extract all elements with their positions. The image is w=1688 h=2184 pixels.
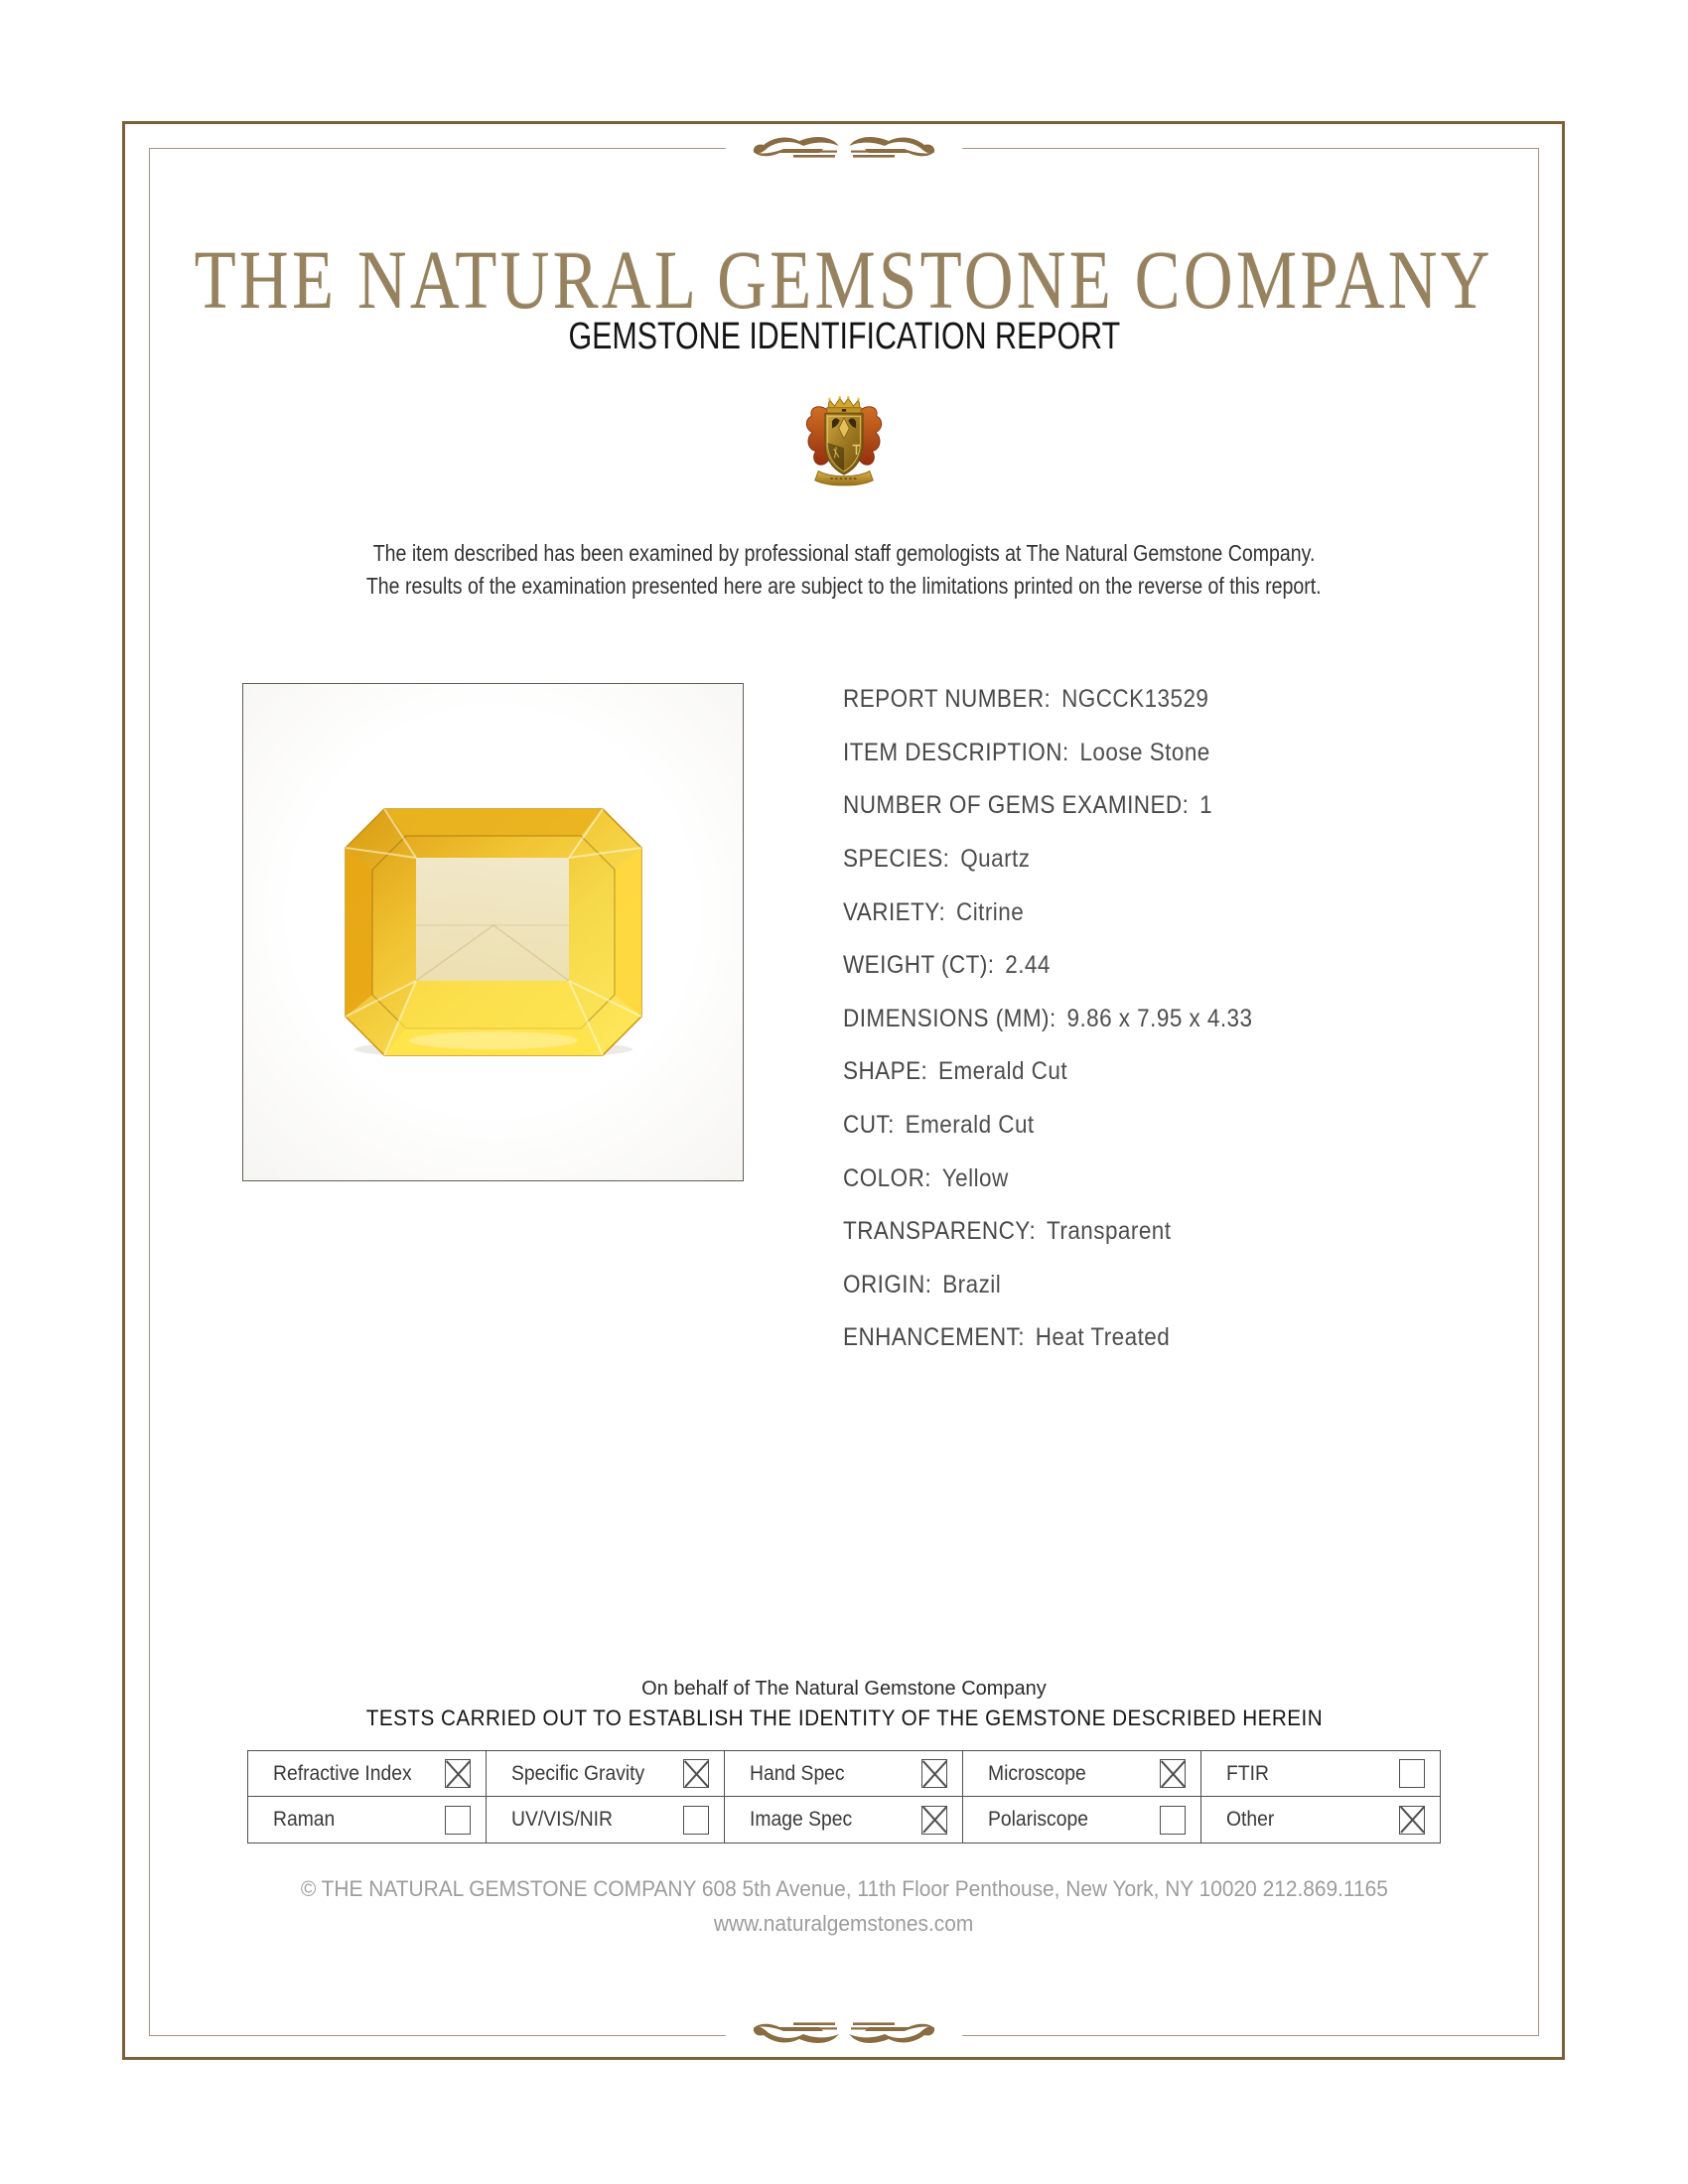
field-color: COLOR: Yellow bbox=[843, 1152, 1252, 1205]
test-label: Raman bbox=[273, 1808, 336, 1831]
checkbox-ftir bbox=[1399, 1759, 1425, 1788]
field-value: 9.86 x 7.95 x 4.33 bbox=[1066, 1004, 1253, 1032]
field-value: NGCCK13529 bbox=[1061, 685, 1209, 714]
scroll-flourish-icon bbox=[726, 2019, 962, 2047]
test-label: Refractive Index bbox=[273, 1761, 412, 1785]
field-report-number: REPORT NUMBER: NGCCK13529 bbox=[843, 673, 1252, 727]
field-label: NUMBER OF GEMS EXAMINED: bbox=[843, 791, 1190, 820]
field-item-description: ITEM DESCRIPTION: Loose Stone bbox=[843, 727, 1252, 780]
field-cut: CUT: Emerald Cut bbox=[843, 1099, 1252, 1153]
test-cell-other: Other bbox=[1201, 1797, 1440, 1843]
top-divider bbox=[0, 133, 1688, 161]
field-value: Loose Stone bbox=[1079, 738, 1210, 766]
field-value: 1 bbox=[1199, 791, 1213, 820]
field-weight: WEIGHT (CT): 2.44 bbox=[843, 939, 1252, 993]
field-shape: SHAPE: Emerald Cut bbox=[843, 1045, 1252, 1099]
field-species: SPECIES: Quartz bbox=[843, 833, 1252, 887]
checkbox-hand-spec bbox=[921, 1759, 947, 1788]
on-behalf-line: On behalf of The Natural Gemstone Compan… bbox=[641, 1678, 1047, 1700]
field-label: VARIETY: bbox=[843, 897, 946, 926]
test-label: Microscope bbox=[988, 1761, 1086, 1785]
field-label: ORIGIN: bbox=[843, 1270, 932, 1298]
test-label: Specific Gravity bbox=[511, 1761, 645, 1785]
gemstone-photo bbox=[242, 683, 744, 1181]
intro-line-2: The results of the examination presented… bbox=[366, 573, 1322, 599]
test-cell-raman: Raman bbox=[248, 1797, 487, 1843]
test-cell-refractive-index: Refractive Index bbox=[248, 1751, 487, 1797]
checkbox-raman bbox=[445, 1805, 471, 1835]
field-label: ITEM DESCRIPTION: bbox=[843, 738, 1069, 766]
report-details-list: REPORT NUMBER: NGCCK13529 ITEM DESCRIPTIO… bbox=[843, 673, 1298, 1365]
field-label: SPECIES: bbox=[843, 845, 950, 874]
test-cell-specific-gravity: Specific Gravity bbox=[487, 1751, 725, 1797]
test-cell-microscope: Microscope bbox=[963, 1751, 1201, 1797]
field-transparency: TRANSPARENCY: Transparent bbox=[843, 1205, 1252, 1259]
field-value: 2.44 bbox=[1005, 951, 1051, 980]
intro-paragraph: The item described has been examined by … bbox=[0, 537, 1688, 603]
checkbox-uv-vis-nir bbox=[683, 1805, 709, 1835]
tests-heading: TESTS CARRIED OUT TO ESTABLISH THE IDENT… bbox=[365, 1706, 1323, 1730]
scroll-flourish-icon bbox=[726, 133, 962, 161]
field-variety: VARIETY: Citrine bbox=[843, 886, 1252, 939]
checkbox-refractive-index bbox=[445, 1759, 471, 1788]
report-type-title: GEMSTONE IDENTIFICATION REPORT bbox=[568, 316, 1120, 357]
footer-address: © THE NATURAL GEMSTONE COMPANY 608 5th A… bbox=[300, 1876, 1388, 1901]
field-number-of-gems: NUMBER OF GEMS EXAMINED: 1 bbox=[843, 779, 1252, 833]
tests-table: Refractive Index Specific Gravity Hand S… bbox=[247, 1750, 1441, 1843]
test-label: Polariscope bbox=[988, 1808, 1088, 1831]
field-label: TRANSPARENCY: bbox=[843, 1217, 1037, 1246]
field-origin: ORIGIN: Brazil bbox=[843, 1259, 1252, 1312]
company-crest-icon bbox=[0, 395, 1688, 490]
field-value: Heat Treated bbox=[1035, 1323, 1171, 1352]
footer-website: www.naturalgemstones.com bbox=[714, 1911, 974, 1936]
checkbox-image-spec bbox=[921, 1805, 947, 1835]
field-label: COLOR: bbox=[843, 1163, 931, 1192]
checkbox-polariscope bbox=[1160, 1805, 1186, 1835]
field-label: ENHANCEMENT: bbox=[843, 1323, 1025, 1352]
field-label: SHAPE: bbox=[843, 1057, 928, 1086]
test-label: UV/VIS/NIR bbox=[511, 1808, 613, 1831]
test-label: Hand Spec bbox=[750, 1761, 845, 1785]
checkbox-microscope bbox=[1160, 1759, 1186, 1788]
field-label: CUT: bbox=[843, 1111, 895, 1140]
field-label: DIMENSIONS (MM): bbox=[843, 1004, 1056, 1032]
company-name: THE NATURAL GEMSTONE COMPANY bbox=[194, 234, 1494, 327]
field-label: REPORT NUMBER: bbox=[843, 685, 1052, 714]
field-value: Brazil bbox=[942, 1270, 1002, 1298]
outer-border-frame bbox=[122, 121, 1565, 2060]
test-label: Image Spec bbox=[750, 1808, 853, 1831]
field-value: Emerald Cut bbox=[938, 1057, 1068, 1086]
test-label: FTIR bbox=[1226, 1761, 1269, 1785]
field-value: Emerald Cut bbox=[905, 1111, 1035, 1140]
test-cell-polariscope: Polariscope bbox=[963, 1797, 1201, 1843]
field-value: Yellow bbox=[941, 1163, 1009, 1192]
field-value: Quartz bbox=[960, 845, 1031, 874]
checkbox-other bbox=[1399, 1805, 1425, 1835]
field-enhancement: ENHANCEMENT: Heat Treated bbox=[843, 1311, 1252, 1365]
test-label: Other bbox=[1226, 1808, 1275, 1831]
test-cell-hand-spec: Hand Spec bbox=[725, 1751, 963, 1797]
citrine-gem-icon bbox=[344, 808, 642, 1056]
test-cell-ftir: FTIR bbox=[1201, 1751, 1440, 1797]
field-value: Transparent bbox=[1047, 1217, 1172, 1246]
bottom-divider bbox=[0, 2019, 1688, 2047]
field-label: WEIGHT (CT): bbox=[843, 951, 995, 980]
test-cell-uv-vis-nir: UV/VIS/NIR bbox=[487, 1797, 725, 1843]
test-cell-image-spec: Image Spec bbox=[725, 1797, 963, 1843]
field-dimensions: DIMENSIONS (MM): 9.86 x 7.95 x 4.33 bbox=[843, 993, 1252, 1046]
checkbox-specific-gravity bbox=[683, 1759, 709, 1788]
intro-line-1: The item described has been examined by … bbox=[372, 540, 1316, 566]
field-value: Citrine bbox=[956, 897, 1025, 926]
